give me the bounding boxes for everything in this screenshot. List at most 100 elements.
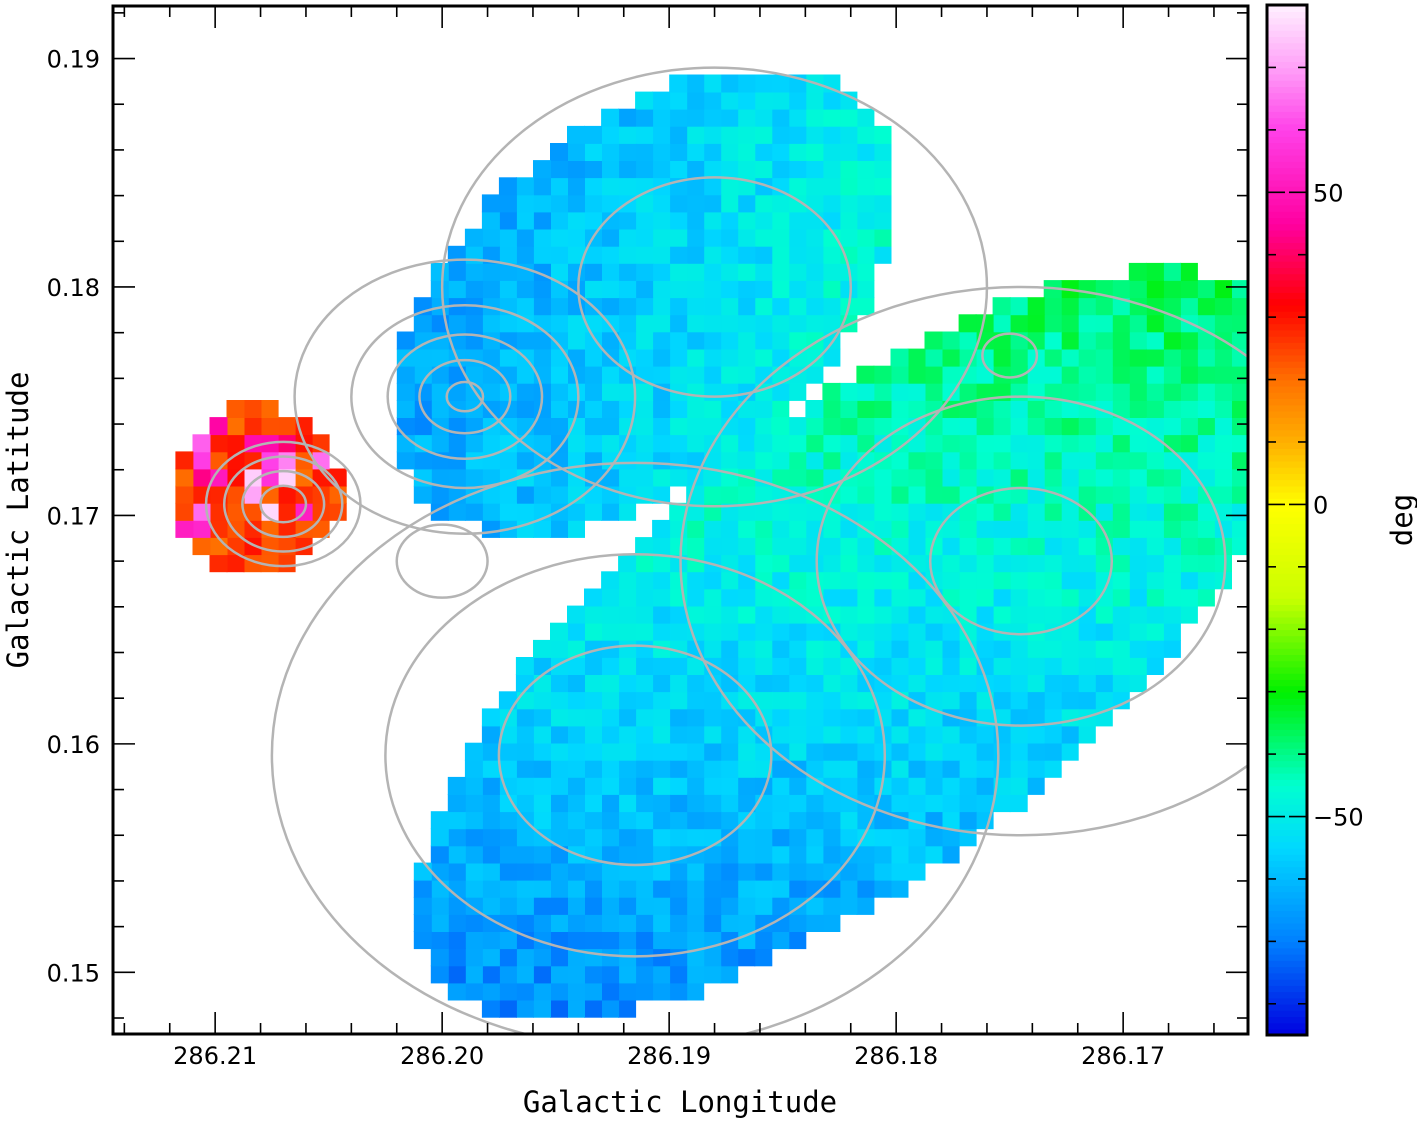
colorbar-swatch <box>1267 173 1307 181</box>
heatmap-pixel <box>669 91 688 110</box>
heatmap-pixel <box>1162 417 1181 436</box>
heatmap-pixel <box>720 588 739 607</box>
heatmap-pixel <box>907 742 926 761</box>
colorbar-swatch <box>1267 691 1307 699</box>
heatmap-pixel <box>584 657 602 675</box>
heatmap-pixel <box>1026 776 1045 795</box>
heatmap-pixel <box>209 417 228 436</box>
heatmap-pixel <box>515 828 534 847</box>
heatmap-pixel <box>635 108 654 127</box>
heatmap-pixel <box>1043 417 1062 436</box>
heatmap-pixel <box>890 622 909 641</box>
heatmap-pixel <box>958 382 977 401</box>
heatmap-pixel <box>737 742 756 761</box>
heatmap-pixel <box>771 742 790 761</box>
colorbar-swatch <box>1267 179 1307 187</box>
heatmap-pixel <box>754 348 773 367</box>
heatmap-pixel <box>890 879 909 898</box>
heatmap-pixel <box>243 485 262 504</box>
heatmap-pixel <box>481 519 500 538</box>
heatmap-pixel <box>515 485 534 504</box>
heatmap-pixel <box>720 314 739 333</box>
heatmap-pixel <box>890 554 909 573</box>
colorbar-swatch <box>1267 579 1307 587</box>
heatmap-pixel <box>550 639 568 658</box>
heatmap-pixel <box>1128 605 1147 624</box>
heatmap-pixel <box>635 91 654 110</box>
heatmap-pixel <box>1026 468 1045 487</box>
heatmap-pixel <box>771 879 790 898</box>
colorbar-swatch <box>1267 67 1307 75</box>
heatmap-pixel <box>1060 382 1079 401</box>
heatmap-pixel <box>873 537 892 556</box>
heatmap-pixel <box>1043 434 1062 453</box>
heatmap-pixel <box>481 194 500 213</box>
heatmap-pixel <box>720 725 739 744</box>
heatmap-pixel <box>1196 519 1215 538</box>
heatmap-pixel <box>754 639 773 658</box>
heatmap-pixel <box>686 674 705 693</box>
heatmap-pixel <box>788 125 807 144</box>
heatmap-pixel <box>1162 588 1181 607</box>
heatmap-pixel <box>601 742 620 761</box>
colorbar-swatch <box>1267 242 1307 250</box>
colorbar-swatch <box>1267 947 1307 955</box>
heatmap-pixel <box>1196 588 1215 607</box>
heatmap-pixel <box>907 537 926 556</box>
heatmap-pixel <box>635 297 654 316</box>
heatmap-pixel <box>737 91 756 110</box>
heatmap-pixel <box>447 451 466 470</box>
heatmap-pixel <box>703 571 722 590</box>
heatmap-pixel <box>567 691 585 710</box>
heatmap-pixel <box>601 211 620 230</box>
heatmap-pixel <box>1214 417 1232 436</box>
colorbar-swatch <box>1267 454 1307 462</box>
heatmap-pixel <box>1060 451 1079 470</box>
heatmap-pixel <box>907 759 926 778</box>
heatmap-pixel <box>1094 554 1113 573</box>
heatmap-pixel <box>464 879 483 898</box>
colorbar-swatch <box>1267 635 1307 643</box>
heatmap-pixel <box>771 931 790 950</box>
heatmap-pixel <box>601 759 620 778</box>
heatmap-pixel <box>277 554 296 573</box>
colorbar-swatch <box>1267 104 1307 112</box>
heatmap-pixel <box>652 434 671 453</box>
heatmap-pixel <box>822 639 841 658</box>
heatmap-pixel <box>601 588 620 607</box>
colorbar-swatch <box>1267 785 1307 793</box>
heatmap-pixel <box>430 348 449 367</box>
heatmap-pixel <box>567 143 585 161</box>
heatmap-pixel <box>1077 434 1096 453</box>
heatmap-pixel <box>430 948 449 967</box>
heatmap-pixel <box>618 554 637 573</box>
heatmap-pixel <box>413 931 432 950</box>
heatmap-pixel <box>550 845 568 864</box>
heatmap-pixel <box>601 502 620 521</box>
colorbar-swatch <box>1267 423 1307 431</box>
colorbar-swatch <box>1267 285 1307 293</box>
colorbar-swatch <box>1267 766 1307 774</box>
heatmap-pixel <box>873 365 892 384</box>
heatmap-pixel <box>567 245 585 264</box>
heatmap-pixel <box>890 794 909 813</box>
heatmap-pixel <box>788 879 807 898</box>
heatmap-pixel <box>515 982 534 1001</box>
heatmap-pixel <box>1060 468 1079 487</box>
heatmap-pixel <box>1077 622 1096 641</box>
heatmap-pixel <box>481 245 500 264</box>
heatmap-pixel <box>550 400 568 418</box>
heatmap-pixel <box>1162 400 1181 418</box>
colorbar-frame <box>1265 3 1309 1037</box>
heatmap-pixel <box>669 125 688 144</box>
heatmap-pixel <box>754 879 773 898</box>
heatmap-pixel <box>669 314 688 333</box>
heatmap-pixel <box>822 280 841 299</box>
contour-line <box>577 176 852 398</box>
heatmap-pixel <box>550 194 568 213</box>
heatmap-pixel <box>226 502 245 521</box>
heatmap-pixel <box>941 811 960 830</box>
heatmap-pixel <box>328 502 347 521</box>
heatmap-pixel <box>618 177 637 196</box>
heatmap-pixel <box>601 794 620 813</box>
